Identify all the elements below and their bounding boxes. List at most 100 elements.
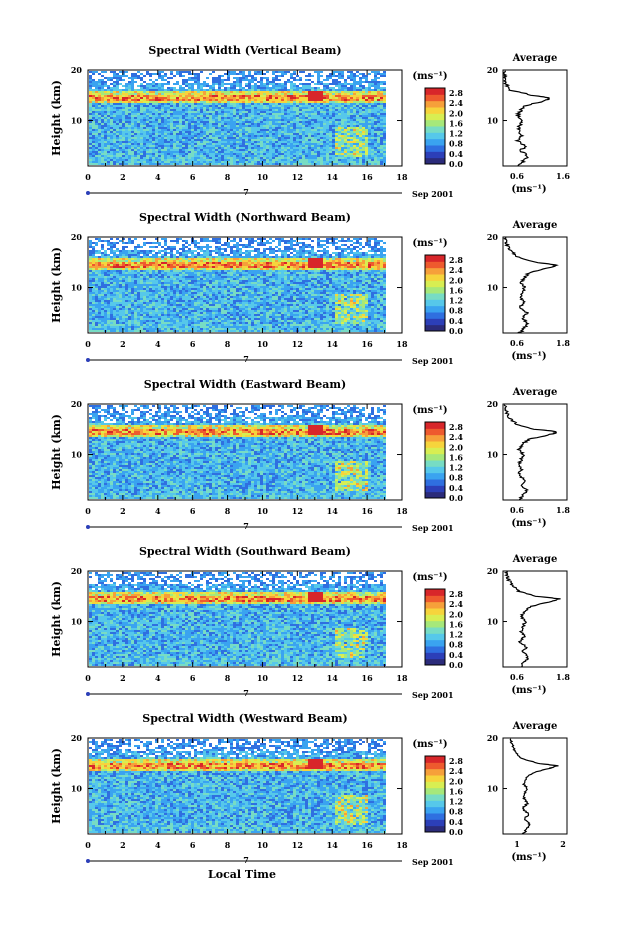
- x-tick-label: 4: [155, 840, 161, 850]
- colorbar-segment: [425, 595, 445, 603]
- colorbar-segment: [425, 601, 445, 609]
- y-tick-label: 20: [71, 399, 83, 409]
- x-tick-label: 14: [327, 339, 339, 349]
- average-profile-line: [503, 571, 561, 668]
- colorbar-segment: [425, 151, 445, 159]
- colorbar-frame: [424, 87, 446, 165]
- colorbar: [424, 421, 446, 499]
- colorbar-segment: [425, 608, 445, 615]
- colorbar-unit: (ms⁻¹): [412, 572, 447, 583]
- average-frame: [502, 69, 568, 167]
- x-tick-label: 2: [120, 172, 126, 182]
- colorbar-tick-label: 2.0: [449, 442, 463, 452]
- x-tick-label: 6: [190, 172, 196, 182]
- x-tick-label: 2: [120, 673, 126, 683]
- colorbar-segment: [425, 126, 445, 133]
- avg-y-tick-label: 20: [487, 399, 499, 409]
- y-axis-label: Height (km): [50, 414, 63, 490]
- y-tick-label: 10: [71, 283, 83, 293]
- date-label: Sep 2001: [412, 523, 454, 533]
- x-tick-label: 14: [327, 506, 339, 516]
- colorbar-segment: [425, 787, 445, 795]
- colorbar-segment: [425, 460, 445, 467]
- colorbar-segment: [425, 652, 445, 660]
- y-tick-label: 20: [71, 733, 83, 743]
- heatmap-cells: [89, 739, 386, 833]
- average-panel: [502, 403, 568, 501]
- avg-x-tick-label: 1.6: [556, 171, 570, 181]
- colorbar-segment: [425, 633, 445, 641]
- colorbar-tick-label: 0.4: [449, 483, 463, 493]
- average-panel: [502, 69, 568, 167]
- avg-x-tick-label: 0.6: [510, 505, 524, 515]
- x-axis-label: Local Time: [208, 868, 276, 881]
- colorbar-segment: [425, 479, 445, 486]
- panel-0: [86, 69, 568, 195]
- colorbar-segment: [425, 119, 445, 127]
- average-profile-line: [509, 738, 559, 835]
- average-title: Average: [512, 53, 558, 64]
- avg-y-tick-label: 20: [487, 65, 499, 75]
- colorbar-segment: [425, 94, 445, 102]
- average-unit: (ms⁻¹): [511, 351, 546, 362]
- y-tick-label: 10: [71, 450, 83, 460]
- avg-y-tick-label: 20: [487, 232, 499, 242]
- y-axis-label: Height (km): [50, 80, 63, 156]
- average-profile-line: [502, 70, 551, 167]
- colorbar-segment: [425, 113, 445, 121]
- colorbar-tick-label: 2.0: [449, 776, 463, 786]
- colorbar-segment: [425, 620, 445, 628]
- panel-2: [86, 403, 568, 529]
- panel-3: [86, 570, 568, 696]
- colorbar-tick-label: 2.8: [449, 88, 463, 98]
- colorbar-segment: [425, 794, 445, 801]
- colorbar-segment: [425, 299, 445, 307]
- avg-x-tick-label: 0.6: [510, 672, 524, 682]
- x-tick-label: 2: [120, 506, 126, 516]
- colorbar-segment: [425, 658, 445, 666]
- date-marker: [86, 525, 90, 529]
- colorbar-segment: [425, 312, 445, 319]
- colorbar-tick-label: 2.8: [449, 422, 463, 432]
- colorbar: [424, 87, 446, 165]
- colorbar-tick-label: 1.2: [449, 630, 463, 640]
- colorbar-tick-label: 0.0: [449, 827, 463, 837]
- average-panel: [502, 737, 568, 835]
- colorbar-segment: [425, 485, 445, 493]
- colorbar-segment: [425, 267, 445, 275]
- colorbar-tick-label: 0.4: [449, 817, 463, 827]
- colorbar-unit: (ms⁻¹): [412, 739, 447, 750]
- date-tick-label: 7: [243, 521, 249, 531]
- colorbar-segment: [425, 261, 445, 269]
- average-unit: (ms⁻¹): [511, 685, 546, 696]
- x-tick-label: 6: [190, 506, 196, 516]
- avg-y-tick-label: 20: [487, 566, 499, 576]
- colorbar-unit: (ms⁻¹): [412, 238, 447, 249]
- colorbar-segment: [425, 100, 445, 108]
- average-title: Average: [512, 220, 558, 231]
- colorbar-tick-label: 2.0: [449, 108, 463, 118]
- x-tick-label: 6: [190, 673, 196, 683]
- colorbar-segment: [425, 781, 445, 789]
- average-unit: (ms⁻¹): [511, 184, 546, 195]
- colorbar-frame: [424, 755, 446, 833]
- colorbar-tick-label: 1.6: [449, 285, 463, 295]
- colorbar-segment: [425, 762, 445, 770]
- heatmap-cells: [89, 405, 386, 499]
- x-tick-label: 12: [292, 339, 303, 349]
- colorbar-tick-label: 2.8: [449, 589, 463, 599]
- colorbar-segment: [425, 466, 445, 474]
- panel-title: Spectral Width (Westward Beam): [142, 712, 347, 725]
- avg-y-tick-label: 20: [487, 733, 499, 743]
- avg-y-tick-label: 10: [487, 283, 499, 293]
- panel-title: Spectral Width (Eastward Beam): [144, 378, 346, 391]
- y-tick-label: 20: [71, 232, 83, 242]
- colorbar-segment: [425, 434, 445, 442]
- avg-x-tick-label: 1.8: [556, 672, 570, 682]
- date-label: Sep 2001: [412, 690, 454, 700]
- average-frame: [502, 570, 568, 668]
- colorbar-segment: [425, 819, 445, 827]
- colorbar-tick-label: 0.0: [449, 493, 463, 503]
- x-tick-label: 2: [120, 840, 126, 850]
- colorbar-segment: [425, 813, 445, 820]
